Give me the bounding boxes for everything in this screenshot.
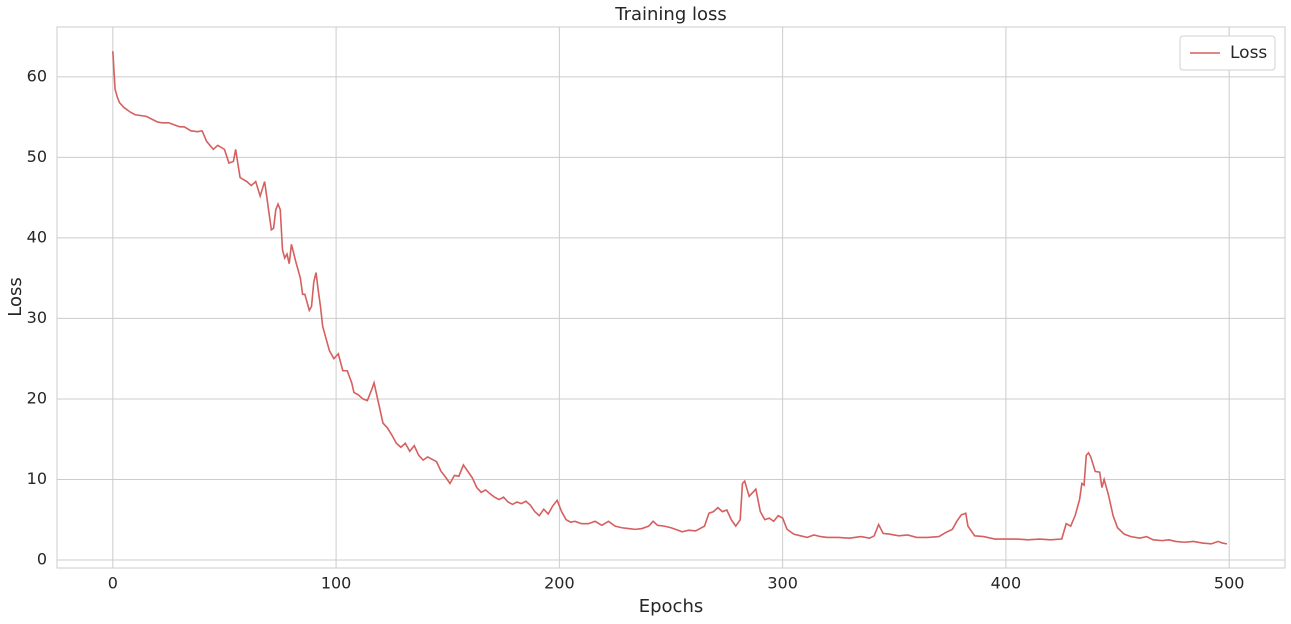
- x-tick-label: 100: [321, 574, 352, 593]
- legend-box: [1179, 35, 1276, 71]
- x-tick-label: 300: [767, 574, 798, 593]
- y-tick-label: 40: [27, 227, 47, 246]
- plot-frame: [56, 26, 1286, 569]
- chart-title: Training loss: [614, 4, 727, 25]
- x-axis-label: Epochs: [639, 596, 704, 617]
- x-tick-label: 500: [1214, 574, 1245, 593]
- y-tick-label: 50: [27, 147, 47, 166]
- y-tick-label: 30: [27, 308, 47, 327]
- line-series: [112, 51, 1228, 545]
- y-axis-label: Loss: [5, 277, 26, 316]
- y-tick-label: 10: [27, 469, 47, 488]
- x-tick-label: 400: [991, 574, 1022, 593]
- y-tick-label: 0: [37, 549, 47, 568]
- x-tick-label: 200: [544, 574, 575, 593]
- y-tick-label: 20: [27, 388, 47, 407]
- y-tick-label: 60: [27, 66, 47, 85]
- legend-label: Loss: [1230, 43, 1267, 63]
- x-tick-label: 0: [108, 574, 118, 593]
